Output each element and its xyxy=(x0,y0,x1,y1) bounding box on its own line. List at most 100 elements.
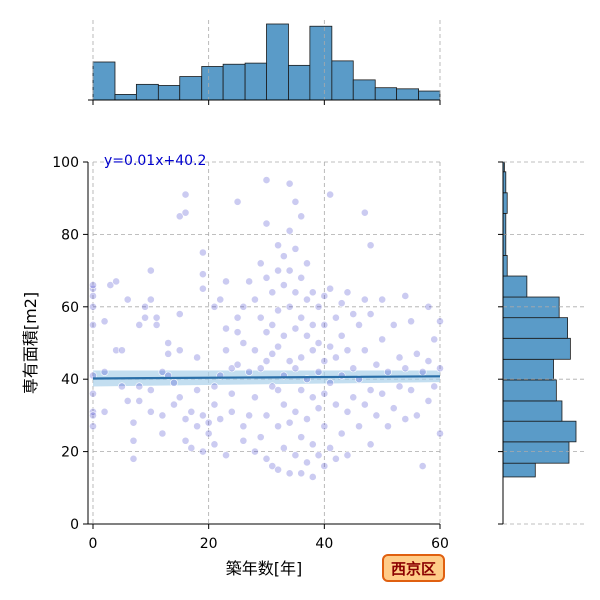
scatter-point xyxy=(326,284,335,293)
scatter-point xyxy=(331,313,340,322)
scatter-point xyxy=(366,440,375,449)
scatter-point xyxy=(210,440,219,449)
scatter-point xyxy=(389,320,398,329)
scatter-point xyxy=(279,444,288,452)
scatter-point xyxy=(326,444,335,452)
scatter-point xyxy=(262,454,271,463)
scatter-point xyxy=(395,382,404,391)
scatter-point xyxy=(401,364,410,373)
scatter-point xyxy=(198,270,207,279)
scatter-point xyxy=(308,346,317,355)
scatter-point xyxy=(89,292,97,300)
top-histogram-bar xyxy=(135,83,159,101)
scatter-point xyxy=(262,219,271,228)
scatter-point xyxy=(436,429,444,438)
scatter-point xyxy=(227,389,236,398)
scatter-point xyxy=(193,422,201,431)
scatter-point xyxy=(337,429,346,438)
scatter-point xyxy=(279,252,288,261)
scatter-point xyxy=(106,281,115,289)
x-tick-label: 40 xyxy=(315,536,333,552)
scatter-point xyxy=(262,328,271,337)
y-axis-label: 専有面積[m2] xyxy=(21,292,40,394)
scatter-point xyxy=(320,320,329,329)
scatter-point xyxy=(326,378,335,387)
scatter-point xyxy=(303,415,311,423)
scatter-point xyxy=(193,386,201,394)
scatter-point xyxy=(326,342,335,351)
scatter-point xyxy=(152,313,161,322)
scatter-point xyxy=(100,317,109,326)
right-histogram-bar xyxy=(502,296,560,319)
scatter-point xyxy=(216,415,225,423)
top-histogram-bar xyxy=(418,90,441,101)
scatter-point xyxy=(222,451,230,460)
scatter-point xyxy=(251,393,259,402)
scatter-point xyxy=(245,277,254,286)
scatter-point xyxy=(152,320,161,329)
scatter-point xyxy=(291,288,300,297)
scatter-point xyxy=(360,295,369,304)
scatter-point xyxy=(337,331,346,340)
scatter-point xyxy=(129,418,138,427)
scatter-point xyxy=(118,382,126,391)
scatter-point xyxy=(291,364,300,373)
scatter-point xyxy=(146,407,155,416)
scatter-point xyxy=(146,266,155,275)
scatter-point xyxy=(89,320,97,329)
scatter-point xyxy=(268,382,277,391)
scatter-point xyxy=(320,462,329,470)
scatter-point xyxy=(245,368,254,376)
scatter-point xyxy=(227,407,236,416)
scatter-point xyxy=(297,273,306,282)
scatter-point xyxy=(158,429,167,438)
scatter-point xyxy=(343,407,352,416)
scatter-point xyxy=(378,335,387,344)
y-tick-label: 100 xyxy=(52,155,79,171)
y-tick-label: 0 xyxy=(70,517,79,533)
ward-badge-box xyxy=(382,554,445,582)
scatter-point xyxy=(418,462,427,470)
scatter-point xyxy=(297,469,306,478)
x-tick-label: 0 xyxy=(89,536,98,552)
x-tick-label: 20 xyxy=(200,536,218,552)
scatter-point xyxy=(251,295,259,304)
top-histogram-bar xyxy=(266,23,289,101)
scatter-point xyxy=(285,469,294,478)
scatter-point xyxy=(256,364,265,373)
right-histogram-bar xyxy=(502,192,508,214)
scatter-point xyxy=(222,277,230,286)
x-tick-label: 60 xyxy=(431,536,449,552)
scatter-point xyxy=(141,313,149,322)
scatter-point xyxy=(384,368,392,376)
scatter-point xyxy=(297,433,306,442)
y-tick-label: 40 xyxy=(61,372,79,388)
y-tick-label: 20 xyxy=(61,445,79,461)
scatter-point xyxy=(170,400,178,409)
scatter-point xyxy=(430,335,439,344)
scatter-point xyxy=(314,302,323,311)
y-tick-label: 60 xyxy=(61,300,79,316)
right-histogram-bar xyxy=(502,441,570,464)
top-histogram-bar xyxy=(288,64,311,101)
scatter-point xyxy=(89,411,97,420)
scatter-point xyxy=(285,357,294,365)
scatter-point xyxy=(181,190,190,199)
scatter-point xyxy=(227,364,236,373)
scatter-point xyxy=(89,302,97,311)
scatter-point xyxy=(141,302,149,311)
scatter-point xyxy=(175,310,184,318)
scatter-point xyxy=(343,451,352,460)
scatter-point xyxy=(135,320,144,329)
scatter-point xyxy=(326,190,335,199)
scatter-point xyxy=(198,411,207,420)
scatter-point xyxy=(187,444,196,452)
scatter-points xyxy=(89,176,444,481)
scatter-point xyxy=(407,386,415,394)
scatter-point xyxy=(256,259,265,268)
scatter-point xyxy=(204,429,213,438)
regression-equation: y=0.01x+40.2 xyxy=(104,153,206,169)
scatter-point xyxy=(210,302,219,311)
scatter-point xyxy=(262,411,271,420)
